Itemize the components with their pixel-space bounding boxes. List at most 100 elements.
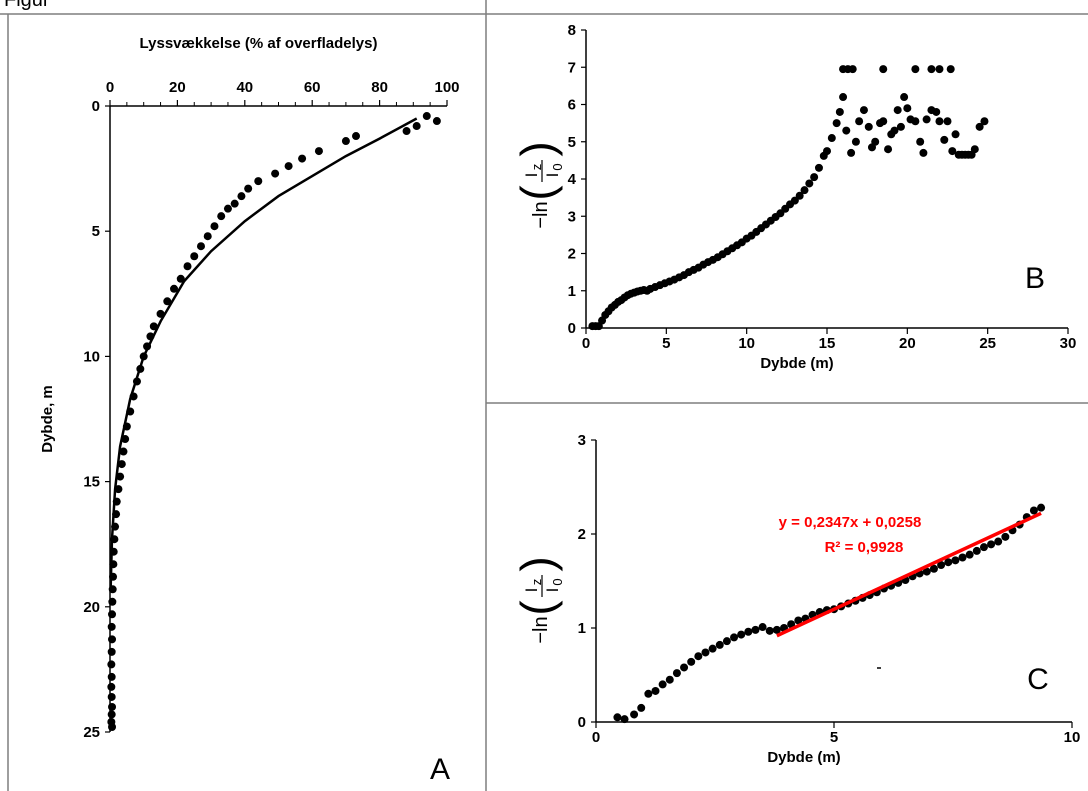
panel-c-data-point (1037, 503, 1046, 512)
panel-a-data-point (119, 447, 128, 456)
panel-c-data-point (737, 630, 746, 639)
panel-c-data-point (765, 626, 774, 635)
panel-c-data-point (987, 540, 996, 549)
panel-c-letter: C (1027, 663, 1049, 696)
panel-b-data-point (795, 191, 804, 200)
panel-b-data-point (896, 122, 905, 131)
panel-a-data-point (254, 177, 263, 186)
panel-b-data-point (884, 145, 893, 154)
panel-c-data-point (1001, 532, 1010, 541)
panel-a-data-point (237, 192, 246, 201)
panel-a-data-point (196, 242, 205, 251)
panel-b-x-tick-label: 15 (819, 335, 836, 352)
panel-b-x-tick-label: 20 (899, 335, 916, 352)
panel-b-data-point (980, 117, 989, 126)
panel-b-y-tick-label: 2 (568, 246, 576, 263)
panel-a-y-tick-label: 15 (83, 474, 100, 491)
panel-a-data-point (402, 127, 411, 136)
panel-b-data-point (927, 65, 936, 74)
panel-a-data-point (163, 297, 172, 306)
panel-b-data-point (827, 134, 836, 143)
panel-b-y-label-denominator-sub: 0 (550, 163, 565, 170)
panel-c-data-point (937, 561, 946, 570)
panel-a-data-point (107, 710, 116, 719)
panel-b-data-point (871, 137, 880, 146)
panel-a-data-point (107, 660, 116, 669)
panel-a-data-point (244, 184, 253, 193)
panel-c-y-label-numerator: I (522, 588, 541, 593)
panel-c-data-point (1029, 506, 1038, 515)
panel-a-data-point (149, 322, 158, 331)
panel-c-data-point (637, 703, 646, 712)
panel-c-y-label-numerator-sub: z (529, 579, 544, 586)
panel-c-data-point (730, 633, 739, 642)
panel-b-data-point (810, 173, 819, 182)
panel-c-data-point (751, 625, 760, 634)
panel-a-y-label: Dybde, m (39, 385, 56, 453)
panel-c-data-point (644, 689, 653, 698)
panel-c-data-point (630, 710, 639, 719)
panel-c-data-point (694, 652, 703, 661)
panel-b-data-point (911, 65, 920, 74)
panel-c-y-label-ln: −ln (530, 616, 552, 643)
panel-b-data-point (975, 122, 984, 131)
panel-a-data-point (271, 169, 280, 178)
panel-a-x-label: Lyssvækkelse (% af overfladelys) (140, 35, 378, 52)
panel-b-x-tick-label: 25 (979, 335, 996, 352)
panel-b-data-point (932, 107, 941, 116)
panel-a-data-point (422, 112, 431, 121)
panel-a: 0 20 40 60 80 100 0 5 10 15 20 25 Lyssvækkelse (% af… (39, 35, 460, 786)
panel-c-data-point (922, 567, 931, 576)
panel-b-y-tick-label: 0 (568, 320, 576, 337)
panel-a-data-point (108, 585, 117, 594)
panel-c-data-point (744, 627, 753, 636)
panel-c-data-point (929, 564, 938, 573)
panel-c-y-label-paren-close: ) (511, 556, 563, 571)
panel-a-x-tick-label: 40 (236, 79, 253, 96)
panel-c-x-tick-label: 5 (830, 729, 838, 746)
panel-c-y-tick-label: 3 (578, 432, 586, 449)
panel-c-data-point (613, 713, 622, 722)
panel-b-y-tick-label: 1 (568, 283, 576, 300)
panel-b-y-label-paren-close: ) (511, 141, 563, 156)
panel-b-data-point (847, 148, 856, 157)
panel-c-trendline (776, 511, 1042, 638)
panel-b-y-tick-label: 3 (568, 208, 576, 225)
panel-a-data-point (107, 692, 116, 701)
panel-b-data-point (940, 135, 949, 144)
panel-b-data-point (839, 93, 848, 102)
panel-a-data-point (210, 222, 219, 231)
panel-c-data-point (994, 537, 1003, 546)
panel-b-data-point (864, 122, 873, 131)
panel-b-data-point (855, 117, 864, 126)
panel-c-data-point (715, 640, 724, 649)
panel-c: 0 5 10 0 1 2 3 Dybde (m) −ln(IzI 0) y = 0,2347x + … (511, 432, 1080, 766)
panel-b-data-point (890, 126, 899, 135)
panel-a-x-tick-label: 100 (434, 79, 459, 96)
panel-b-data-point (814, 163, 823, 172)
panel-b-x-tick-label: 10 (738, 335, 755, 352)
panel-b-data-point (951, 130, 960, 139)
panel-c-data-point (665, 675, 674, 684)
panel-c-x-tick-label: 10 (1064, 729, 1081, 746)
panel-a-data-point (352, 132, 361, 141)
panel-c-y-label-paren-open: ( (511, 600, 563, 616)
panel-b-y-tick-label: 6 (568, 97, 576, 114)
panel-c-data-point (758, 623, 767, 632)
panel-b-data-point (805, 179, 814, 188)
panel-b-data-point (935, 117, 944, 126)
panel-a-data-point (314, 147, 323, 156)
panel-c-data-point (787, 620, 796, 629)
panel-a-data-point (203, 232, 212, 241)
panel-b-data-point (970, 145, 979, 154)
panel-a-data-point (223, 204, 232, 213)
panel-a-data-point (107, 622, 116, 631)
panel-a-data-point (108, 722, 117, 731)
panel-a-data-point (108, 702, 117, 711)
panel-b-data-point (893, 106, 902, 115)
panel-c-y-tick-label: 2 (578, 526, 586, 543)
panel-c-data-point (772, 625, 781, 634)
panel-b-data-point (943, 117, 952, 126)
panel-b-data-point (900, 93, 909, 102)
